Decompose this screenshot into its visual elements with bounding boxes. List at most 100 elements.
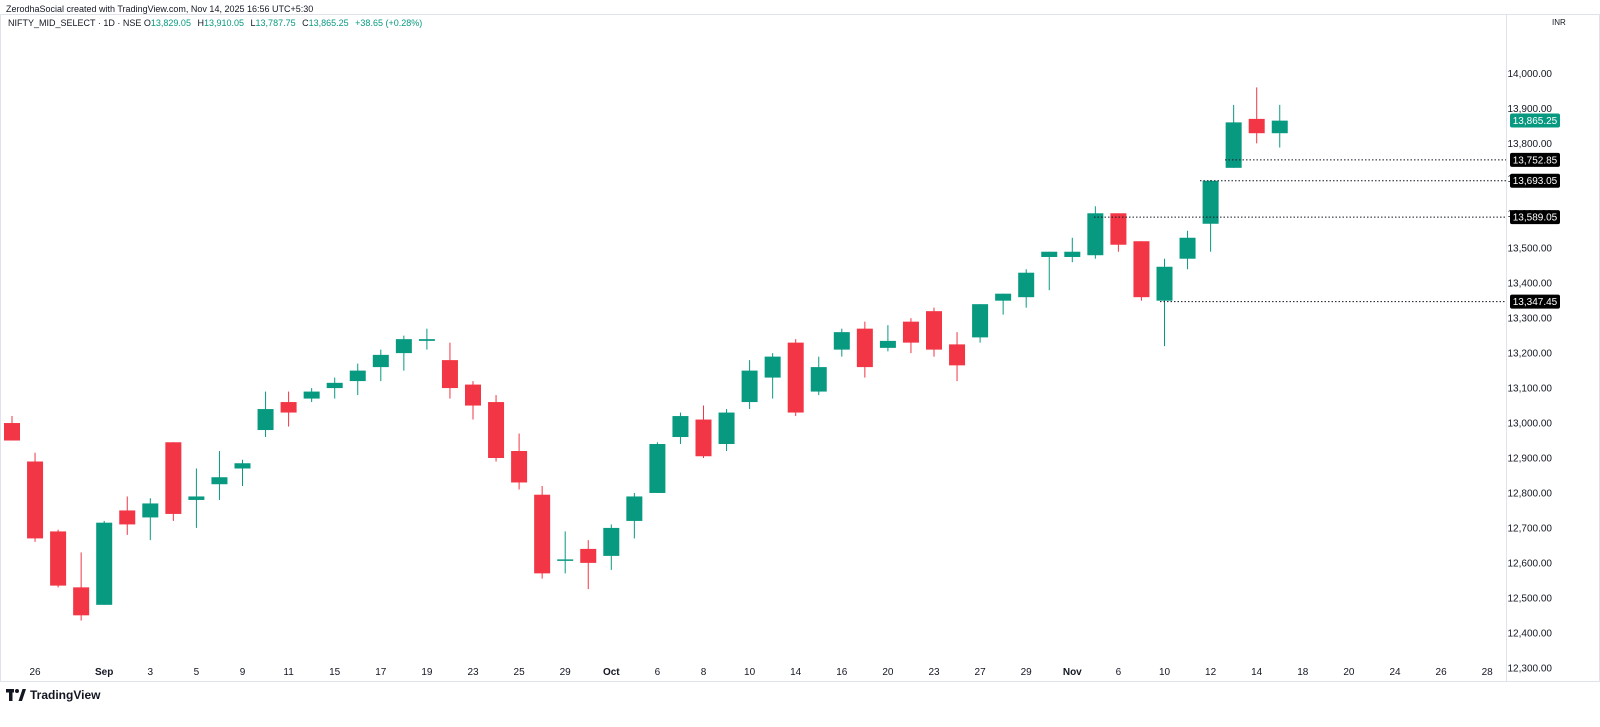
candle [833,328,850,357]
candle [1087,206,1104,259]
y-tick-label: 12,900.00 [1508,454,1553,465]
candle [1133,241,1150,301]
candle [672,412,689,445]
y-tick-label: 12,700.00 [1508,523,1553,534]
candle-body [833,332,850,350]
candle [902,318,919,354]
candle-body [418,339,435,341]
candle-body [787,342,804,413]
candle-body [27,461,44,539]
candle-body [626,496,643,521]
candle [1018,269,1035,308]
x-tick-label: 23 [467,667,479,678]
x-tick-label: 14 [790,667,802,678]
x-tick-label: 20 [1343,667,1355,678]
x-tick-label: 24 [1389,667,1401,678]
candle-body [580,548,597,563]
candle [1271,104,1288,148]
change-value: +38.65 (+0.28%) [355,18,423,28]
candle-body [465,384,481,406]
candle-body [165,442,182,514]
y-tick-label: 12,600.00 [1508,558,1553,569]
candle [995,293,1012,315]
x-tick-label: 11 [283,667,294,678]
y-tick-label: 13,300.00 [1508,314,1553,325]
tradingview-logo[interactable]: TradingView [6,688,100,702]
x-tick-label: 25 [514,667,526,678]
candle-body [257,409,274,431]
candle-body [1202,180,1219,224]
candle [787,339,804,417]
price-level-tag-text: 13,752.85 [1513,155,1558,166]
x-tick-label: 29 [560,667,572,678]
price-level-tag-text: 13,693.05 [1513,176,1558,187]
y-tick-label: 13,500.00 [1508,244,1553,255]
candle-body [649,444,666,493]
candle-body [280,402,297,413]
x-tick-label: 9 [240,667,246,678]
candle-body [1133,241,1150,298]
candle [649,442,666,493]
y-tick-label: 12,400.00 [1508,628,1553,639]
candle-body [511,451,528,483]
candle-body [1156,266,1173,301]
candle [142,498,159,541]
candle-body [372,354,389,368]
candle [557,531,574,574]
candle-body [1225,122,1242,168]
currency-label[interactable]: INR [1552,18,1566,27]
candle [1110,213,1127,252]
high-label: H [197,18,204,28]
x-tick-label: 20 [882,667,894,678]
candle-body [142,503,159,518]
open-value: 13,829.05 [150,18,191,28]
x-tick-label: Oct [603,667,620,678]
candle-body [1110,213,1127,245]
x-tick-label: 12 [1205,667,1217,678]
last-price-tag [1510,113,1560,128]
candle-body [1248,118,1265,134]
candle-body [902,321,919,343]
high-value: 13,910.05 [203,18,245,28]
chart-credit: ZerodhaSocial created with TradingView.c… [6,4,314,14]
candle [465,381,481,420]
y-tick-label: 12,500.00 [1508,593,1553,604]
candle-body [119,510,136,525]
price-level-tag-text: 13,589.05 [1513,213,1558,224]
candle [1225,104,1242,168]
y-tick-label: 13,900.00 [1508,104,1553,115]
price-level-tag-text: 13,347.45 [1513,297,1558,308]
y-tick-label: 12,300.00 [1508,663,1553,674]
price-level-tag [1510,210,1560,225]
tradingview-icon [6,689,26,701]
candle-body [1018,272,1035,298]
x-tick-label: 8 [701,667,707,678]
symbol-label[interactable]: NIFTY_MID_SELECT · 1D · NSE [8,18,142,28]
candle-body [695,419,712,457]
candle [926,307,942,357]
candle [50,529,67,588]
candle-body [1087,213,1104,256]
candle-body [50,531,67,586]
y-tick-label: 13,000.00 [1508,419,1553,430]
candle [27,452,44,542]
x-tick-label: 10 [744,667,756,678]
candle-body [1179,237,1196,259]
brand-name: TradingView [30,688,101,702]
candle [1156,258,1173,347]
candle [1041,251,1058,291]
candle-body [395,339,412,354]
candle-body [741,370,758,403]
price-level-tag [1510,173,1560,188]
candle [280,391,297,427]
candle [441,342,458,399]
candle [1179,230,1196,270]
x-tick-label: 28 [1482,667,1494,678]
candle-body [810,367,827,392]
candle-body [73,587,90,616]
candle-body [764,356,781,378]
candle [511,433,528,490]
candle [741,360,758,410]
